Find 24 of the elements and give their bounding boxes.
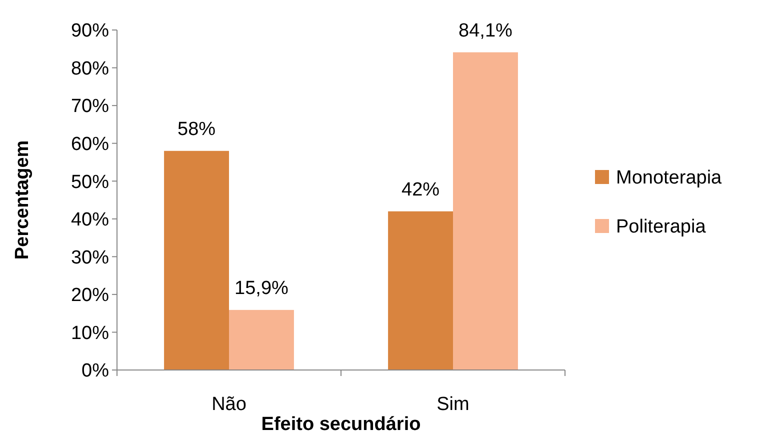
y-tick-label: 90% [70, 20, 110, 42]
y-tick-label: 20% [70, 285, 110, 306]
x-axis-title: Efeito secundário [261, 414, 421, 435]
bar [453, 52, 518, 370]
data-label: 42% [402, 179, 440, 200]
legend-label: Monoterapia [616, 168, 722, 189]
bar [388, 211, 453, 370]
y-tick-label: 0% [82, 360, 110, 382]
y-tick-label: 70% [70, 96, 110, 118]
bar [229, 310, 294, 370]
data-label: 15,9% [234, 278, 289, 299]
y-tick-label: 60% [70, 134, 110, 155]
y-tick-label: 40% [70, 210, 110, 231]
y-axis-title: Percentagem [12, 140, 33, 260]
bar [164, 150, 229, 370]
y-tick-label: 30% [70, 247, 110, 268]
y-tick-label: 80% [70, 58, 110, 80]
y-tick-label: 50% [70, 172, 110, 193]
data-label: 84,1% [458, 20, 513, 42]
data-label: 58% [178, 118, 216, 140]
legend-label: Politerapia [616, 216, 706, 238]
x-tick-label: Não [212, 394, 246, 415]
y-tick-label: 10% [70, 322, 110, 344]
x-tick-label: Sim [436, 394, 470, 415]
